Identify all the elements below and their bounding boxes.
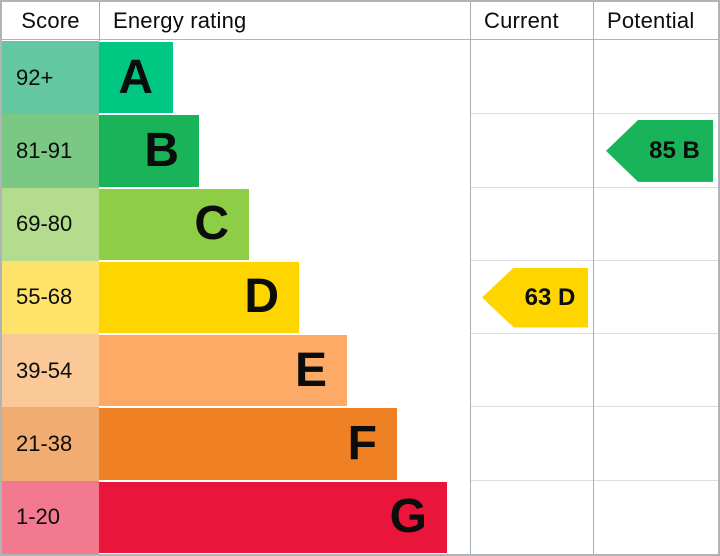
score-range-cell: 69-80 (2, 187, 99, 261)
score-range-cell: 92+ (2, 41, 99, 115)
score-range-label: 69-80 (16, 211, 73, 237)
band-letter: G (389, 490, 427, 544)
row-divider-line (470, 113, 718, 115)
row-divider-line (470, 186, 718, 188)
score-range-cell: 39-54 (2, 334, 99, 408)
score-range-cell: 81-91 (2, 114, 99, 188)
band-letter: D (244, 270, 279, 324)
band-row-a: 92+ A (2, 41, 718, 115)
score-range-cell: 1-20 (2, 480, 99, 554)
band-letter: C (194, 197, 229, 251)
band-row-g: 1-20 G (2, 480, 718, 554)
header-energy-rating: Energy rating (113, 8, 247, 33)
score-range-cell: 21-38 (2, 407, 99, 481)
potential-column-divider (593, 2, 594, 554)
energy-band-bar: G (99, 481, 447, 553)
energy-band-bar: C (99, 188, 249, 260)
band-row-d: 55-68 D (2, 260, 718, 335)
band-letter: A (118, 50, 153, 104)
band-letter: E (294, 343, 327, 397)
score-range-label: 92+ (16, 64, 54, 90)
current-column-divider (470, 2, 471, 554)
score-range-cell: 55-68 (2, 260, 99, 335)
chart-header: Score Energy rating Current Potential (2, 2, 718, 40)
band-row-f: 21-38 F (2, 407, 718, 481)
energy-band-bar: E (99, 335, 347, 407)
energy-band-bar: F (99, 408, 397, 480)
energy-band-bar: B (99, 115, 199, 187)
band-letter: B (144, 123, 179, 177)
energy-band-bar: A (99, 42, 173, 114)
band-row-e: 39-54 E (2, 334, 718, 408)
band-row-b: 81-91 B (2, 114, 718, 188)
current-rating-label: 63 D (524, 283, 576, 311)
potential-rating-label: 85 B (649, 136, 700, 164)
header-score: Score (21, 8, 80, 33)
row-divider-line (470, 333, 718, 335)
header-current: Current (484, 8, 559, 33)
row-divider-line (470, 406, 718, 408)
band-rows: 92+ A 81-91 B 69-80 C 55-68 D 39-54 E 21-38 F 1-20 G (2, 41, 718, 554)
score-range-label: 81-91 (16, 137, 73, 163)
row-divider-line (470, 259, 718, 261)
score-column-divider (99, 2, 100, 41)
score-range-label: 55-68 (16, 284, 73, 310)
score-range-label: 1-20 (16, 504, 61, 530)
row-divider-line (470, 479, 718, 481)
score-range-label: 39-54 (16, 357, 73, 383)
score-range-label: 21-38 (16, 431, 73, 457)
header-potential: Potential (607, 8, 695, 33)
band-letter: F (347, 417, 377, 471)
energy-band-bar: D (99, 261, 299, 334)
band-row-c: 69-80 C (2, 187, 718, 261)
